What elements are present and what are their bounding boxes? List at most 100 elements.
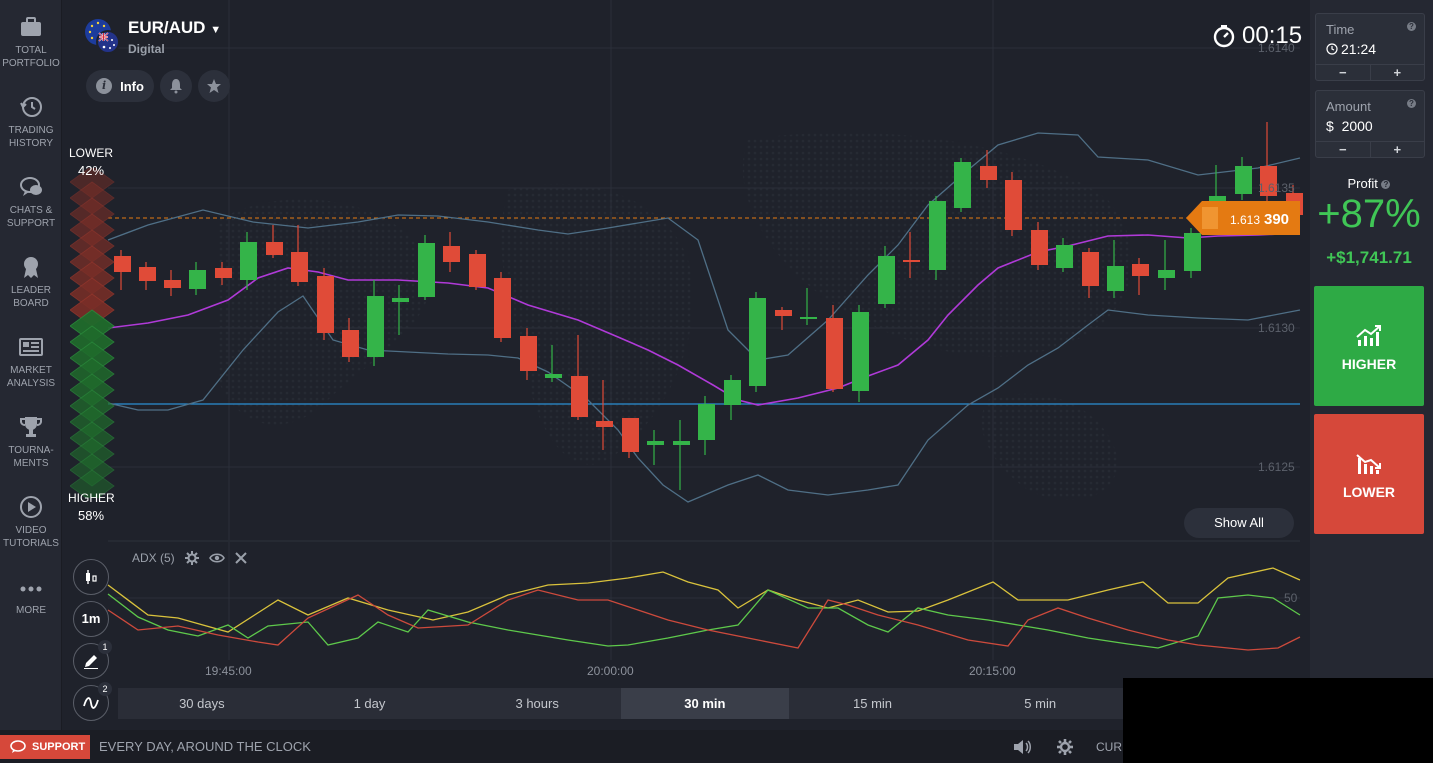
candle-body [215, 268, 232, 278]
higher-label: HIGHER [1341, 356, 1397, 372]
timer-value: 00:15 [1242, 22, 1303, 49]
alert-button[interactable] [160, 70, 192, 102]
adx-axis-label: 50 [1284, 591, 1298, 605]
timeframe-1-day[interactable]: 1 day [353, 696, 386, 711]
amount-increase-button[interactable]: + [1393, 142, 1402, 157]
sidebar-item-tournaments[interactable]: TOURNA- MENTS [0, 408, 62, 484]
indicators-button[interactable]: 2 [73, 682, 112, 721]
current-price-big: 390 [1264, 211, 1289, 228]
sidebar-item-market-analysis[interactable]: MARKET ANALYSIS [0, 328, 62, 404]
expiry-timer: 00:15 [1212, 22, 1302, 50]
higher-sentiment-label: HIGHER [68, 491, 115, 505]
candle-body [189, 270, 206, 289]
candle-body [1184, 233, 1201, 271]
bollinger-upper-band [107, 132, 1301, 361]
candle-body [903, 260, 920, 262]
candle-body [826, 318, 843, 389]
timeframe-15-min[interactable]: 15 min [853, 696, 893, 711]
favorite-button[interactable] [198, 70, 230, 102]
candle-body [1132, 264, 1149, 276]
candle-body [954, 162, 971, 208]
info-button[interactable]: i Info [86, 70, 154, 102]
time-value[interactable]: 21:24 [1326, 41, 1376, 57]
candle-body [317, 276, 334, 333]
trend-down-icon [1356, 454, 1381, 474]
indicator-count-badge: 2 [98, 682, 112, 696]
candle-body [698, 404, 715, 440]
close-icon[interactable] [234, 552, 247, 564]
time-increase-button[interactable]: + [1393, 65, 1402, 80]
candle-body [1056, 245, 1073, 268]
amount-field[interactable]: Amount ? $ 2000 − + [1315, 90, 1425, 158]
history-icon [20, 97, 42, 117]
adx-line-red [107, 589, 1301, 651]
time-field[interactable]: Time ? 21:24 − + [1315, 13, 1425, 81]
support-button[interactable]: SUPPORT [0, 735, 90, 759]
briefcase-icon [21, 17, 41, 36]
more-icon [20, 586, 42, 592]
support-hours-text: EVERY DAY, AROUND THE CLOCK [99, 739, 311, 754]
currency-label[interactable]: CUR [1096, 740, 1122, 754]
candle-body [367, 296, 384, 357]
price-chart[interactable]: 1.6140 1.6135 1.6130 1.6125 1.613 390 50… [68, 0, 1310, 730]
asset-name[interactable]: EUR/AUD ▼ [128, 18, 221, 38]
adx-line-green [107, 589, 1301, 649]
show-all-button[interactable]: Show All [1184, 508, 1294, 538]
adx-separator [108, 540, 1300, 542]
bollinger-lower-band [107, 295, 1301, 503]
amount-value[interactable]: $ 2000 [1326, 118, 1373, 134]
lower-button[interactable]: LOWER [1314, 414, 1424, 534]
timeframe-3-hours[interactable]: 3 hours [515, 696, 559, 711]
help-icon[interactable]: ? [1381, 180, 1391, 189]
candle-body [1158, 270, 1175, 278]
timeframe-5-min[interactable]: 5 min [1024, 696, 1057, 711]
asset-name-text: EUR/AUD [128, 18, 206, 37]
candle-body [800, 317, 817, 319]
candle-body [418, 243, 435, 297]
sidebar-item-label: TRADING HISTORY [8, 125, 54, 149]
gear-icon[interactable] [184, 551, 199, 565]
candle-body [266, 242, 283, 255]
time-decrease-button[interactable]: − [1316, 65, 1371, 80]
higher-button[interactable]: HIGHER [1314, 286, 1424, 406]
eye-icon[interactable] [208, 552, 225, 564]
chart-area[interactable]: 1.6140 1.6135 1.6130 1.6125 1.613 390 50… [68, 0, 1310, 730]
sidebar-item-label: TOURNA- MENTS [8, 445, 54, 469]
drawing-tools-button[interactable]: 1 [73, 640, 112, 679]
help-icon[interactable]: ? [1407, 99, 1416, 108]
candle-body [878, 256, 895, 304]
candle-body [1107, 266, 1124, 291]
sidebar-item-trading-history[interactable]: TRADING HISTORY [0, 88, 62, 164]
chart-grid [108, 0, 1300, 660]
price-axis-label: 1.6130 [1258, 321, 1295, 335]
sidebar-item-total-portfolio[interactable]: TOTAL PORTFOLIO [0, 8, 62, 84]
amount-decrease-button[interactable]: − [1316, 142, 1371, 157]
sidebar-item-more[interactable]: MORE [0, 568, 62, 644]
settings-gear-icon[interactable] [1055, 738, 1075, 756]
sidebar-item-video-tutorials[interactable]: VIDEO TUTORIALS [0, 488, 62, 564]
time-label: Time [1326, 22, 1355, 37]
candle-body [749, 298, 766, 386]
stopwatch-icon [1213, 25, 1235, 48]
newspaper-icon [19, 338, 43, 356]
candle-body [622, 418, 639, 452]
time-axis-label: 20:00:00 [587, 664, 634, 678]
candle-body [520, 336, 537, 371]
sidebar-item-leaderboard[interactable]: LEADER BOARD [0, 248, 62, 324]
candle-body [469, 254, 486, 287]
help-icon[interactable]: ? [1407, 22, 1416, 31]
adx-label: ADX (5) [132, 551, 175, 565]
map-dots [981, 393, 1118, 500]
chart-type-button[interactable] [73, 559, 109, 595]
candle-body [1082, 252, 1099, 286]
timeframe-30-min[interactable]: 30 min [621, 688, 789, 719]
support-label: SUPPORT [32, 741, 86, 753]
volume-icon[interactable] [1012, 738, 1032, 756]
candle-body [342, 330, 359, 357]
timeframe-30-days[interactable]: 30 days [179, 696, 225, 711]
sidebar-item-chats-support[interactable]: CHATS & SUPPORT [0, 168, 62, 244]
asset-actions: i Info [86, 70, 230, 102]
interval-button[interactable]: 1m [73, 601, 109, 637]
candle-body [673, 441, 690, 445]
